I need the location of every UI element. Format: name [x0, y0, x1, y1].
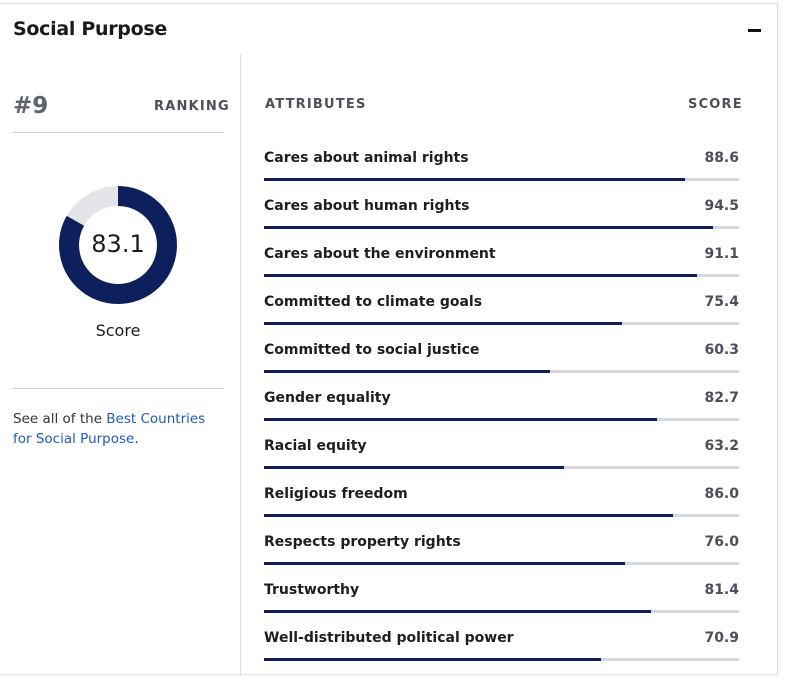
attribute-bar-fill [264, 274, 697, 277]
attribute-name: Religious freedom [264, 486, 408, 502]
attribute-score: 94.5 [704, 198, 739, 214]
attribute-score: 63.2 [704, 438, 739, 454]
social-purpose-card: Social Purpose #9 RANKING 83.1 Score See… [0, 3, 778, 678]
minus-icon [748, 29, 761, 32]
attributes-header: ATTRIBUTES [265, 97, 367, 112]
ranking-number: #9 [13, 93, 49, 119]
attribute-name: Cares about the environment [264, 246, 496, 262]
see-all-suffix: . [134, 431, 139, 447]
attribute-bar-track [264, 322, 739, 325]
attribute-name: Racial equity [264, 438, 367, 454]
section-header[interactable]: Social Purpose [0, 4, 776, 52]
attribute-bar-track [264, 658, 739, 661]
see-all-text: See all of the Best Countries for Social… [13, 409, 228, 449]
attribute-name: Well-distributed political power [264, 630, 514, 646]
attribute-row: Respects property rights 76.0 [264, 534, 739, 582]
score-divider [13, 388, 224, 389]
attribute-bar-fill [264, 322, 623, 325]
attribute-bar-track [264, 610, 739, 613]
attribute-bar-track [264, 466, 739, 469]
attribute-name: Committed to climate goals [264, 294, 483, 310]
attribute-bar-fill [264, 466, 565, 469]
attribute-score: 76.0 [704, 534, 739, 550]
attribute-bar-fill [264, 658, 601, 661]
attribute-name: Gender equality [264, 390, 391, 406]
attribute-bar-track [264, 274, 739, 277]
attribute-bar-fill [264, 514, 673, 517]
attribute-bar-fill [264, 610, 651, 613]
attribute-row: Well-distributed political power 70.9 [264, 630, 739, 678]
score-header: SCORE [688, 97, 743, 112]
best-countries-link[interactable]: Best Countries for Social Purpose [13, 411, 206, 447]
attribute-row: Religious freedom 86.0 [264, 486, 739, 534]
ranking-label: RANKING [154, 99, 230, 114]
attribute-score: 88.6 [704, 150, 739, 166]
attribute-name: Cares about animal rights [264, 150, 469, 166]
attribute-bar-track [264, 178, 739, 181]
attribute-score: 75.4 [704, 294, 739, 310]
attribute-score: 91.1 [704, 246, 739, 262]
ranking-divider [13, 132, 224, 133]
attribute-bar-track [264, 226, 739, 229]
attribute-bar-fill [264, 418, 657, 421]
attribute-score: 81.4 [704, 582, 739, 598]
section-title: Social Purpose [13, 18, 167, 40]
attribute-score: 60.3 [704, 342, 739, 358]
attribute-bar-track [264, 418, 739, 421]
column-divider [240, 54, 241, 676]
score-value: 83.1 [91, 230, 145, 258]
attribute-score: 82.7 [704, 390, 739, 406]
attribute-score: 86.0 [704, 486, 739, 502]
attribute-bar-fill [264, 370, 551, 373]
score-donut [57, 184, 179, 306]
attribute-row: Cares about the environment 91.1 [264, 246, 739, 294]
attribute-name: Trustworthy [264, 582, 360, 598]
attribute-row: Cares about animal rights 88.6 [264, 150, 739, 198]
attribute-bar-fill [264, 226, 713, 229]
attribute-row: Committed to climate goals 75.4 [264, 294, 739, 342]
attribute-row: Committed to social justice 60.3 [264, 342, 739, 390]
attribute-row: Gender equality 82.7 [264, 390, 739, 438]
attribute-bar-track [264, 562, 739, 565]
attribute-bar-track [264, 370, 739, 373]
attribute-score: 70.9 [704, 630, 739, 646]
attribute-bar-fill [264, 562, 625, 565]
attribute-name: Respects property rights [264, 534, 461, 550]
score-donut-fill [59, 186, 177, 304]
score-caption: Score [95, 321, 141, 340]
attribute-bar-fill [264, 178, 685, 181]
attribute-row: Cares about human rights 94.5 [264, 198, 739, 246]
collapse-button[interactable] [744, 18, 766, 40]
attribute-row: Trustworthy 81.4 [264, 582, 739, 630]
attribute-row: Racial equity 63.2 [264, 438, 739, 486]
attribute-name: Committed to social justice [264, 342, 480, 358]
attribute-name: Cares about human rights [264, 198, 470, 214]
attribute-bar-track [264, 514, 739, 517]
see-all-prefix: See all of the [13, 411, 107, 427]
